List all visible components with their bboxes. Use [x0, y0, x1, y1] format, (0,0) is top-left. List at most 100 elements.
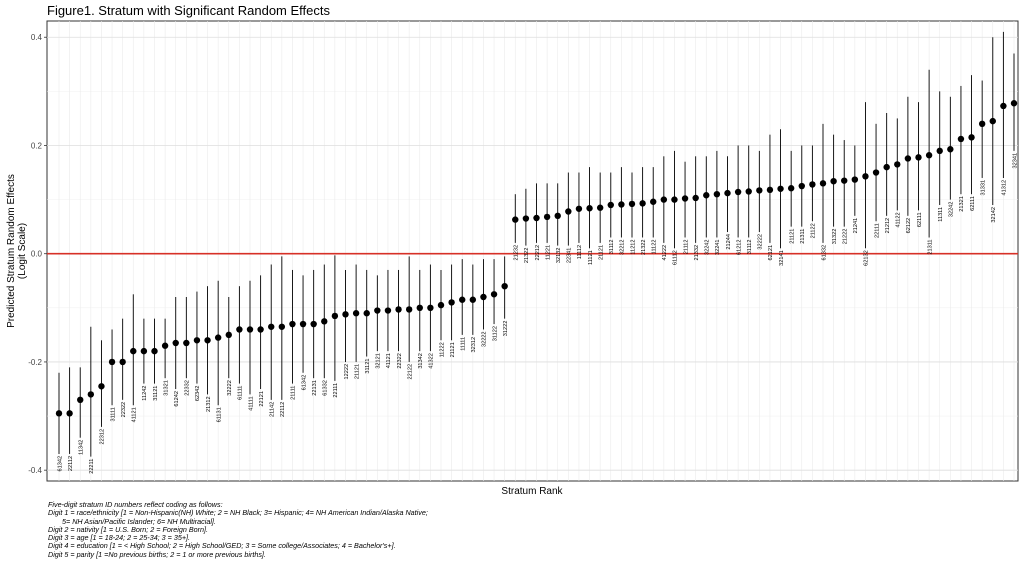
stratum-label: 41121: [386, 353, 392, 368]
data-point: [681, 195, 689, 202]
stratum-label: 21222: [843, 229, 849, 245]
stratum-label: 22111: [874, 223, 880, 238]
data-point: [87, 391, 95, 398]
data-point: [851, 176, 859, 183]
data-point: [427, 304, 434, 312]
data-point: [469, 296, 477, 303]
data-point: [299, 320, 307, 328]
stratum-label: 21311: [927, 239, 933, 254]
data-point: [331, 312, 339, 320]
stratum-label: 22322: [121, 402, 127, 418]
stratum-label: 22312: [100, 429, 106, 445]
data-point: [395, 306, 402, 313]
data-point: [660, 196, 668, 203]
stratum-label: 41111: [248, 396, 254, 410]
stratum-label: 21241: [853, 218, 859, 234]
stratum-label: 61342: [57, 456, 63, 472]
data-point: [819, 180, 827, 187]
stratum-label: 21121: [598, 245, 604, 260]
data-point: [193, 337, 201, 344]
stratum-label: 61332: [323, 380, 329, 396]
y-axis-label: Predicted Stratum Random Effects(Logit S…: [6, 174, 28, 328]
stratum-label: 21121: [789, 229, 795, 244]
data-point: [766, 186, 774, 194]
stratum-label: 32212: [620, 239, 626, 255]
data-point: [310, 320, 317, 328]
caption-line: Digit 5 = parity [1 =No previous births;…: [48, 549, 266, 559]
stratum-label: 21321: [959, 196, 965, 212]
x-axis-label: Stratum Rank: [501, 486, 563, 497]
stratum-label: 21142: [270, 402, 276, 417]
stratum-label: 11212: [630, 239, 636, 254]
data-point: [225, 331, 232, 339]
stratum-label: 62122: [906, 218, 912, 234]
stratum-label: 11222: [439, 342, 445, 357]
y-axis-label-line: Predicted Stratum Random Effects: [6, 174, 17, 328]
data-point: [140, 347, 148, 355]
stratum-label: 21244: [726, 234, 732, 250]
data-point: [405, 306, 413, 313]
caption-line: Digit 3 = age [1 = 18-24; 2 = 25-34; 3 =…: [48, 533, 191, 543]
data-point: [352, 310, 360, 317]
stratum-label: 61112: [673, 250, 679, 265]
stratum-label: 32132: [556, 248, 562, 264]
grid-lines: [47, 21, 1018, 481]
stratum-label: 21322: [641, 239, 647, 255]
stratum-label: 22121: [259, 391, 265, 407]
stratum-label: 61212: [736, 239, 742, 255]
figure-caption: Five-digit stratum ID numbers reflect co…: [48, 500, 428, 559]
data-point: [374, 307, 381, 314]
data-point: [989, 117, 996, 125]
data-point: [724, 189, 731, 197]
data-point: [713, 190, 721, 198]
stratum-label: 21112: [683, 239, 689, 254]
stratum-label: 31321: [163, 380, 169, 396]
stratum-label: 41222: [662, 245, 668, 261]
caption-line: Five-digit stratum ID numbers reflect co…: [48, 500, 223, 509]
data-point: [968, 134, 975, 141]
data-point: [607, 201, 614, 209]
stratum-label: 22212: [535, 245, 541, 261]
data-point: [841, 177, 848, 184]
data-point: [883, 163, 890, 171]
stratum-label: 31322: [832, 229, 838, 245]
chart-title: Figure1. Stratum with Significant Random…: [47, 3, 330, 18]
data-point: [278, 323, 286, 330]
data-point: [172, 339, 179, 347]
data-point: [904, 155, 912, 162]
stratum-label: 32222: [758, 234, 764, 250]
stratum-label: 32242: [705, 239, 711, 255]
data-point: [830, 177, 837, 185]
stratum-label: 31121: [365, 359, 371, 374]
data-point: [459, 296, 466, 303]
data-point: [66, 410, 73, 417]
data-point: [1000, 102, 1007, 110]
stratum-label: 12222: [344, 364, 350, 380]
stratum-label: 21232: [514, 245, 520, 261]
data-point: [130, 347, 137, 355]
y-tick-label: -0.2: [28, 358, 42, 367]
data-point: [894, 161, 901, 168]
stratum-label: 32141: [779, 250, 785, 266]
data-point: [618, 201, 625, 208]
stratum-label: 31111: [110, 407, 116, 421]
caption-line: Digit 1 = race/ethnicity [1 = Non-Hispan…: [48, 508, 428, 518]
data-point: [809, 181, 816, 188]
caption-line: Digit 2 = nativity [1 = U.S. Born; 2 = F…: [48, 524, 208, 534]
stratum-label: 31222: [503, 321, 509, 337]
stratum-label: 11112: [577, 245, 583, 259]
stratum-label: 22112: [280, 402, 286, 417]
stratum-label: 32241: [715, 239, 721, 255]
stratum-label: 41121: [132, 407, 138, 422]
stratum-label: 22332: [185, 380, 191, 396]
data-point: [978, 120, 986, 128]
data-point: [692, 194, 699, 202]
point-labels: 61342 22112 11342 22211 22312 31111 22322 41121…: [57, 153, 1018, 474]
stratum-label: 31112: [747, 239, 753, 254]
stratum-label: 32222: [482, 331, 488, 347]
stratum-label: 22341: [567, 248, 573, 264]
stratum-label: 41322: [429, 353, 435, 369]
data-point: [745, 188, 752, 195]
stratum-label: 21121: [354, 364, 360, 379]
data-point: [55, 410, 63, 417]
